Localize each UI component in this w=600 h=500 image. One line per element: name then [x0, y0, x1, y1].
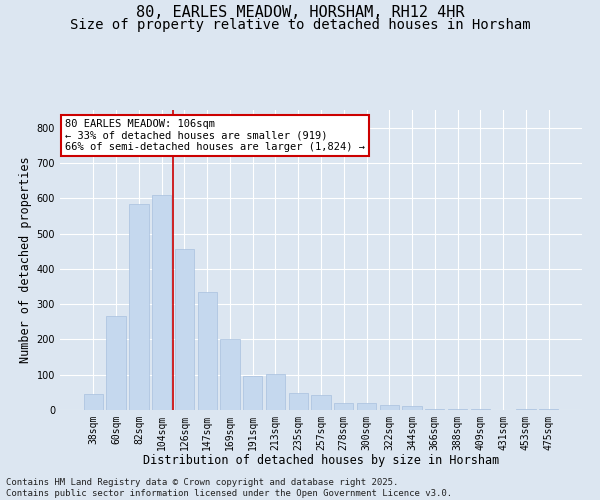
Text: Contains HM Land Registry data © Crown copyright and database right 2025.
Contai: Contains HM Land Registry data © Crown c… [6, 478, 452, 498]
Bar [425, 409, 445, 410]
Bar [357, 403, 376, 410]
Bar [403, 406, 422, 410]
Bar [289, 393, 308, 410]
Bar [448, 409, 467, 410]
Bar [84, 394, 103, 410]
Text: 80, EARLES MEADOW, HORSHAM, RH12 4HR: 80, EARLES MEADOW, HORSHAM, RH12 4HR [136, 5, 464, 20]
Bar [243, 376, 262, 410]
Bar [516, 409, 536, 410]
Bar [334, 403, 353, 410]
Text: 80 EARLES MEADOW: 106sqm
← 33% of detached houses are smaller (919)
66% of semi-: 80 EARLES MEADOW: 106sqm ← 33% of detach… [65, 119, 365, 152]
Bar [380, 404, 399, 410]
Bar [220, 340, 239, 410]
Bar [266, 374, 285, 410]
Bar [106, 316, 126, 410]
Bar [197, 292, 217, 410]
Text: Size of property relative to detached houses in Horsham: Size of property relative to detached ho… [70, 18, 530, 32]
X-axis label: Distribution of detached houses by size in Horsham: Distribution of detached houses by size … [143, 454, 499, 468]
Bar [152, 194, 172, 410]
Bar [129, 204, 149, 410]
Bar [470, 409, 490, 410]
Y-axis label: Number of detached properties: Number of detached properties [19, 156, 32, 364]
Bar [175, 250, 194, 410]
Bar [311, 395, 331, 410]
